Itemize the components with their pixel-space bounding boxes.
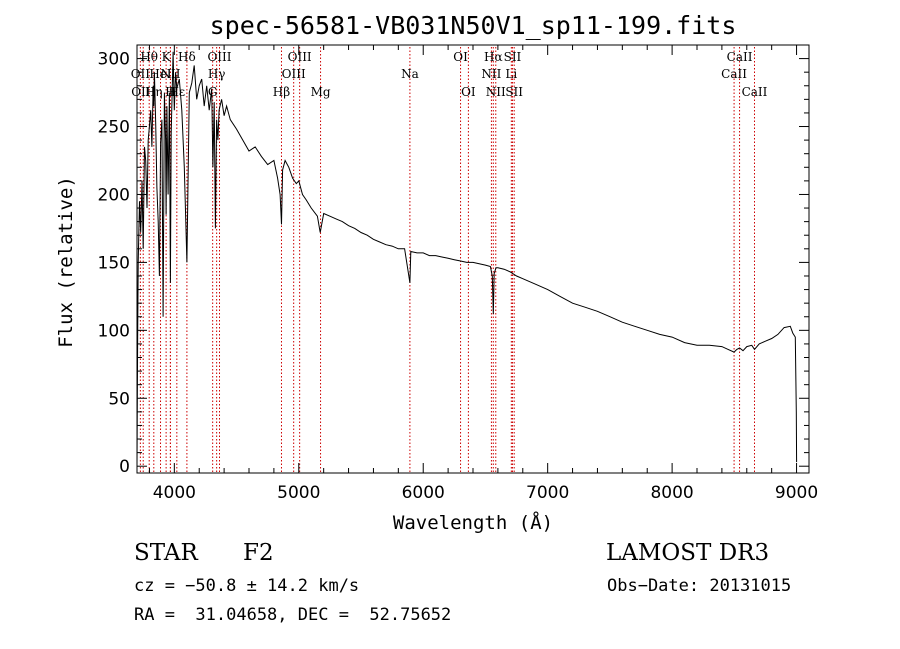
marker-label-hα: Hα (484, 50, 503, 64)
marker-label-mg: Mg (311, 85, 331, 99)
x-tick-label: 5000 (277, 483, 320, 503)
marker-label-oiii: OIII (288, 50, 312, 64)
marker-label-caii: CaII (721, 67, 747, 81)
spectral-line-markers (139, 47, 755, 473)
marker-label-nii: NII (160, 67, 180, 81)
object-class: STAR (134, 540, 198, 566)
marker-label-oiii: OIII (207, 50, 231, 64)
x-tick-label: 8000 (650, 483, 693, 503)
marker-label-h: H (165, 85, 175, 99)
object-subclass: F2 (243, 540, 274, 566)
axis-ticks (137, 45, 809, 473)
marker-label-nii: NII (486, 85, 506, 99)
marker-label-caii: CaII (742, 85, 768, 99)
marker-label-sii: SII (504, 50, 522, 64)
y-tick-label: 0 (119, 457, 130, 477)
marker-label-nii: NII (481, 67, 501, 81)
marker-label-sii: SII (505, 85, 523, 99)
y-tick-label: 100 (98, 321, 130, 341)
marker-label-li: Li (505, 67, 517, 81)
marker-label-na: Na (401, 67, 419, 81)
x-axis-label: Wavelength (Å) (393, 511, 553, 534)
redshift-text: cz = −50.8 ± 14.2 km/s (134, 576, 359, 596)
y-tick-label: 200 (98, 185, 130, 205)
marker-label-oi: OI (453, 50, 468, 64)
marker-label-k: K (162, 50, 172, 64)
marker-label-caii: CaII (727, 50, 753, 64)
x-tick-label: 9000 (775, 483, 818, 503)
marker-label-oi: OI (461, 85, 476, 99)
marker-label-hδ: Hδ (178, 50, 196, 64)
survey-name: LAMOST DR3 (606, 540, 769, 566)
marker-label-hβ: Hβ (273, 85, 290, 99)
x-tick-label: 6000 (402, 483, 445, 503)
flux-series-line (136, 51, 798, 467)
y-tick-label: 150 (98, 253, 130, 273)
y-axis-label: Flux (relative) (55, 176, 77, 348)
x-tick-label: 4000 (153, 483, 196, 503)
marker-label-oii: OII (131, 67, 151, 81)
axis-tick-labels: 4000 5000 6000 7000 8000 9000 0 50 100 150 200 250 3… (98, 50, 819, 503)
y-tick-label: 50 (108, 389, 130, 409)
y-tick-label: 300 (98, 50, 130, 70)
y-tick-label: 250 (98, 118, 130, 138)
chart-title: spec-56581-VB031N50V1_sp11-199.fits (210, 11, 737, 40)
marker-label-g: G (208, 85, 218, 99)
marker-label-oiii: OIII (282, 67, 306, 81)
obs-date: Obs−Date: 20131015 (607, 576, 791, 596)
coordinates-text: RA = 31.04658, DEC = 52.75652 (134, 605, 451, 625)
marker-label-hθ: Hθ (140, 50, 158, 64)
marker-label-hγ: Hγ (208, 67, 226, 81)
x-tick-label: 7000 (526, 483, 569, 503)
